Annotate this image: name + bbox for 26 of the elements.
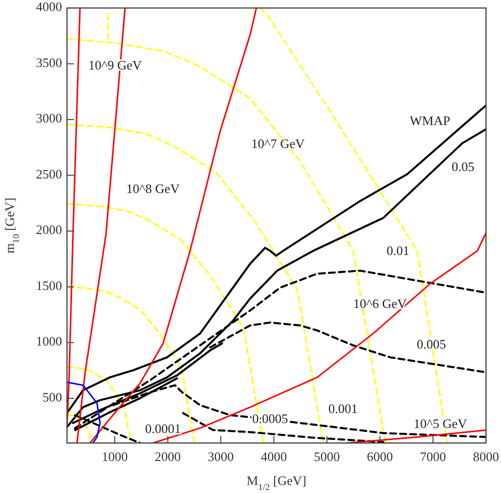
y-tick-label: 4000	[36, 0, 62, 14]
y-tick-label: 3500	[36, 54, 62, 70]
y-tick-label: 1000	[36, 334, 62, 349]
y-tick-label: 2000	[36, 222, 62, 238]
annotation: 10^6 GeV	[353, 296, 408, 311]
annotation: 0.01	[386, 242, 410, 258]
annotation: 0.05	[452, 158, 474, 174]
y-tick-label: 2500	[36, 166, 62, 182]
annotation: WMAP	[410, 112, 450, 128]
annotation: 10^7 GeV	[251, 136, 306, 151]
x-tick-label: 4000	[260, 449, 287, 464]
annotation: 10^5 GeV	[414, 416, 468, 432]
x-tick-label: 8000	[473, 449, 499, 464]
x-tick-label: 1000	[102, 449, 128, 464]
x-tick-label: 3000	[208, 449, 234, 464]
x-tick-label: 5000	[314, 449, 340, 464]
x-tick-label: 7000	[420, 449, 446, 464]
annotation: 10^8 GeV	[126, 180, 180, 196]
x-tick-label: 2000	[154, 449, 181, 464]
y-tick-label: 3000	[36, 110, 62, 126]
annotation: 0.0001	[145, 420, 181, 436]
y-tick-label: 1500	[36, 278, 62, 293]
y-tick-label: 500	[42, 389, 62, 404]
x-axis-title: M$_{1/2}$ [GeV]	[246, 473, 306, 492]
annotation: 0.001	[328, 400, 358, 416]
x-tick-label: 6000	[366, 449, 393, 464]
